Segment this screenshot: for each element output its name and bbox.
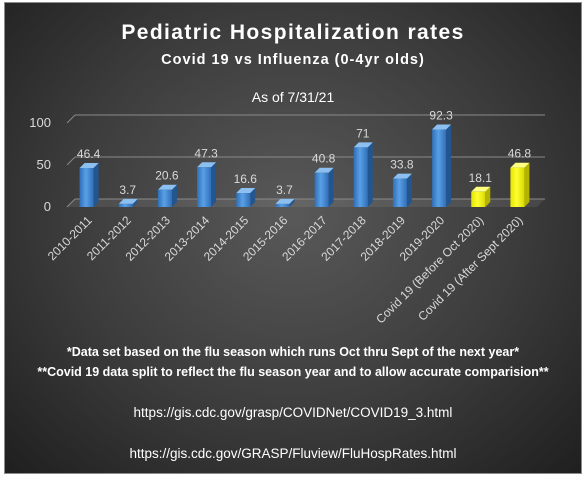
chart-subtitle: Covid 19 vs Influenza (0-4yr olds) — [161, 52, 425, 68]
bar-top — [432, 124, 452, 130]
bar-top — [471, 186, 491, 192]
bar-top — [353, 142, 373, 148]
bar-front — [471, 191, 486, 207]
bar-top — [275, 198, 295, 204]
bar-top — [314, 167, 334, 173]
chart-floor — [67, 199, 545, 207]
data-label: 3.7 — [119, 183, 136, 197]
data-label: 40.8 — [312, 152, 336, 166]
chart-title: Pediatric Hospitalization rates — [121, 21, 465, 44]
bar-side — [211, 162, 217, 207]
gridline-side — [66, 198, 76, 208]
bar-side — [171, 184, 177, 207]
bar-front — [353, 147, 368, 207]
bar-front — [197, 167, 212, 207]
bar-front — [236, 193, 251, 207]
y-tick-label: 100 — [29, 115, 51, 130]
footnote-flu-season: *Data set based on the flu season which … — [66, 345, 520, 359]
bar-9 — [392, 173, 412, 207]
bar-top — [79, 163, 99, 169]
as-of-date: As of 7/31/21 — [251, 89, 335, 105]
bar-side — [289, 198, 295, 207]
data-label: 3.7 — [276, 183, 293, 197]
bar-front — [432, 129, 447, 207]
bar-side — [328, 167, 334, 207]
source-link-fluview[interactable]: https://gis.cdc.gov/GRASP/Fluview/FluHos… — [129, 446, 457, 461]
bar-11 — [471, 186, 491, 207]
gridline-side — [66, 156, 76, 166]
bar-side — [132, 198, 138, 207]
bar-12 — [510, 162, 530, 207]
data-label: 71 — [356, 126, 370, 140]
bar-front — [275, 203, 290, 207]
bar-top — [157, 184, 177, 190]
bar-top — [392, 173, 412, 179]
data-label: 33.8 — [390, 158, 414, 172]
bar-7 — [314, 167, 334, 207]
bar-top — [118, 198, 138, 204]
bar-front — [392, 178, 407, 207]
bar-10 — [432, 124, 452, 207]
bar-top — [236, 188, 256, 194]
data-label: 20.6 — [155, 169, 179, 183]
source-link-covidnet[interactable]: https://gis.cdc.gov/grasp/COVIDNet/COVID… — [133, 405, 453, 420]
bar-chart: 05010046.42010-20113.72011-201220.62012-… — [29, 108, 545, 326]
data-label: 16.6 — [234, 172, 258, 186]
data-label: 46.8 — [508, 147, 532, 161]
data-label: 46.4 — [77, 147, 101, 161]
footnote-covid-split: **Covid 19 data split to reflect the flu… — [37, 365, 549, 379]
bar-side — [485, 186, 491, 207]
bar-top — [510, 162, 530, 168]
bar-side — [446, 124, 452, 207]
data-label: 18.1 — [469, 171, 493, 185]
bar-front — [79, 168, 94, 207]
bar-3 — [157, 184, 177, 207]
bar-side — [93, 163, 99, 207]
bar-side — [367, 142, 373, 207]
bar-8 — [353, 142, 373, 207]
bar-side — [250, 188, 256, 207]
chart-frame: Pediatric Hospitalization rates Covid 19… — [4, 2, 582, 474]
bar-side — [524, 162, 530, 207]
bar-6 — [275, 198, 295, 207]
gridline-side — [66, 114, 76, 124]
y-tick-label: 50 — [37, 157, 51, 172]
bar-1 — [79, 163, 99, 207]
bar-side — [406, 173, 412, 207]
data-label: 92.3 — [429, 108, 453, 122]
data-label: 47.3 — [194, 146, 218, 160]
bar-2 — [118, 198, 138, 207]
y-tick-label: 0 — [44, 199, 51, 214]
bar-4 — [197, 162, 217, 207]
bar-front — [118, 203, 133, 207]
bar-front — [157, 189, 172, 207]
bar-front — [510, 167, 525, 207]
bar-front — [314, 172, 329, 207]
bar-5 — [236, 188, 256, 207]
bar-top — [197, 162, 217, 168]
